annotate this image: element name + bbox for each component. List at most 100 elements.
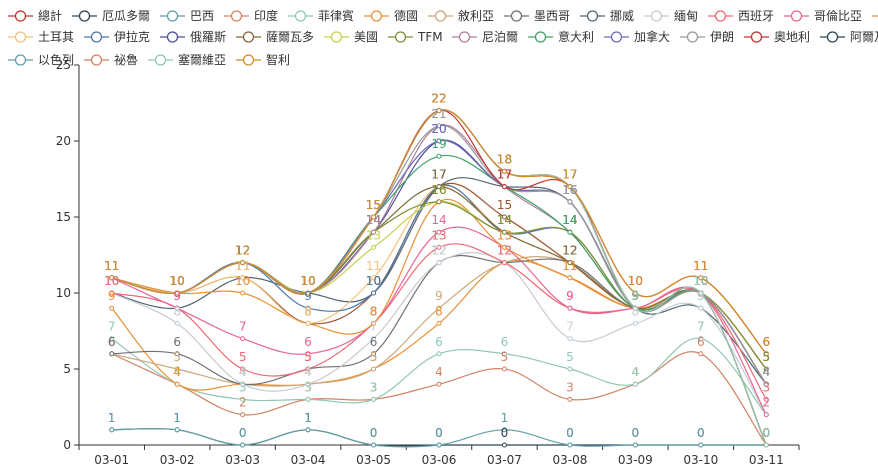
data-point[interactable]	[501, 366, 507, 372]
data-point[interactable]	[371, 442, 377, 448]
data-point[interactable]	[763, 351, 769, 357]
data-point[interactable]	[174, 427, 180, 433]
legend-item[interactable]: 巴西	[160, 9, 214, 23]
data-point[interactable]	[109, 290, 115, 296]
data-point[interactable]	[240, 366, 246, 372]
data-point[interactable]	[632, 290, 638, 296]
legend-item[interactable]: 墨西哥	[504, 9, 570, 23]
legend-item[interactable]: 奧地利	[744, 30, 810, 44]
data-point[interactable]	[436, 381, 442, 387]
data-point[interactable]	[763, 366, 769, 372]
data-point[interactable]	[436, 138, 442, 144]
data-point[interactable]	[371, 396, 377, 402]
data-point[interactable]	[632, 320, 638, 326]
data-point[interactable]	[632, 305, 638, 311]
data-point[interactable]	[567, 336, 573, 342]
data-point[interactable]	[501, 351, 507, 357]
legend-item[interactable]: 挪威	[580, 9, 634, 23]
legend-item[interactable]: 敘利亞	[428, 8, 494, 23]
data-point[interactable]	[436, 351, 442, 357]
legend-item[interactable]: 德國	[364, 8, 418, 23]
data-point[interactable]	[174, 320, 180, 326]
data-point[interactable]	[371, 336, 377, 342]
data-point[interactable]	[240, 412, 246, 418]
legend-item[interactable]: 西班牙	[708, 9, 774, 23]
data-point[interactable]	[371, 351, 377, 357]
legend-item[interactable]: 菲律賓	[288, 8, 354, 23]
data-point[interactable]	[109, 336, 115, 342]
data-point[interactable]	[240, 275, 246, 281]
data-point[interactable]	[567, 199, 573, 205]
data-point[interactable]	[305, 366, 311, 372]
data-point[interactable]	[371, 320, 377, 326]
data-point[interactable]	[436, 229, 442, 235]
legend-item[interactable]: 法國	[872, 9, 878, 23]
data-point[interactable]	[109, 275, 115, 281]
data-point[interactable]	[305, 381, 311, 387]
data-point[interactable]	[501, 168, 507, 174]
data-point[interactable]	[501, 184, 507, 190]
data-point[interactable]	[109, 305, 115, 311]
data-point[interactable]	[501, 214, 507, 220]
data-point[interactable]	[371, 290, 377, 296]
legend-item[interactable]: 俄羅斯	[160, 30, 226, 44]
data-point[interactable]	[436, 442, 442, 448]
data-point[interactable]	[240, 290, 246, 296]
data-point[interactable]	[436, 184, 442, 190]
legend-item[interactable]: 總計	[8, 8, 62, 23]
data-point[interactable]	[501, 260, 507, 266]
legend-item[interactable]: 緬甸	[644, 9, 698, 23]
data-point[interactable]	[567, 366, 573, 372]
legend-item[interactable]: 以色列	[8, 53, 74, 67]
legend-item[interactable]: 厄瓜多爾	[72, 9, 150, 23]
data-point[interactable]	[501, 427, 507, 433]
data-point[interactable]	[371, 229, 377, 235]
data-point[interactable]	[698, 290, 704, 296]
data-point[interactable]	[567, 275, 573, 281]
data-point[interactable]	[698, 336, 704, 342]
data-point[interactable]	[436, 320, 442, 326]
legend-item[interactable]: 美國	[324, 30, 378, 44]
data-point[interactable]	[305, 305, 311, 311]
data-point[interactable]	[371, 275, 377, 281]
data-point[interactable]	[567, 229, 573, 235]
legend-item[interactable]: 薩爾瓦多	[236, 30, 314, 44]
data-point[interactable]	[371, 214, 377, 220]
legend-item[interactable]: 智利	[236, 52, 290, 67]
legend-item[interactable]: 意大利	[528, 29, 594, 44]
data-point[interactable]	[763, 412, 769, 418]
data-point[interactable]	[567, 442, 573, 448]
data-point[interactable]	[567, 260, 573, 266]
data-point[interactable]	[501, 229, 507, 235]
data-point[interactable]	[240, 260, 246, 266]
legend-item[interactable]: 印度	[224, 8, 278, 23]
data-point[interactable]	[174, 351, 180, 357]
data-point[interactable]	[567, 184, 573, 190]
data-point[interactable]	[436, 108, 442, 114]
legend-item[interactable]: 阿爾及利亞	[820, 30, 878, 44]
data-point[interactable]	[698, 275, 704, 281]
legend-item[interactable]: 哥倫比亞	[784, 9, 862, 23]
data-point[interactable]	[698, 442, 704, 448]
legend-item[interactable]: 土耳其	[8, 30, 74, 44]
data-point[interactable]	[174, 366, 180, 372]
data-point[interactable]	[763, 442, 769, 448]
data-point[interactable]	[240, 396, 246, 402]
data-point[interactable]	[240, 442, 246, 448]
data-point[interactable]	[174, 381, 180, 387]
data-point[interactable]	[698, 351, 704, 357]
legend-item[interactable]: 加拿大	[604, 29, 670, 44]
data-point[interactable]	[632, 381, 638, 387]
data-point[interactable]	[567, 396, 573, 402]
data-point[interactable]	[174, 290, 180, 296]
data-point[interactable]	[109, 351, 115, 357]
data-point[interactable]	[501, 442, 507, 448]
data-point[interactable]	[567, 305, 573, 311]
legend-item[interactable]: 塞爾維亞	[148, 52, 226, 67]
legend-item[interactable]: TFM	[388, 30, 443, 44]
legend-item[interactable]: 尼泊爾	[452, 30, 518, 44]
data-point[interactable]	[305, 320, 311, 326]
data-point[interactable]	[436, 260, 442, 266]
data-point[interactable]	[436, 123, 442, 129]
data-point[interactable]	[371, 244, 377, 250]
